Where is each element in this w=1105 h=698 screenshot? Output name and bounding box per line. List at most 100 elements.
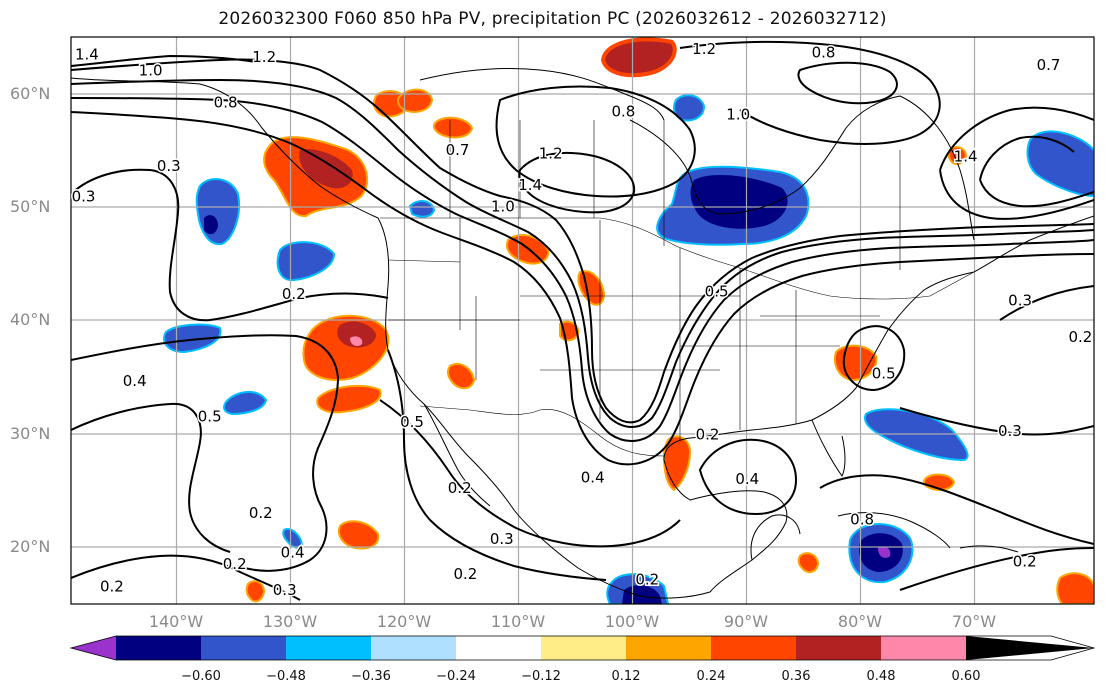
pv-contour-far-north	[797, 61, 898, 105]
precip-blob-montana	[408, 200, 436, 218]
precip-blob-alberta	[432, 116, 474, 139]
lat-label-40n: 40°N	[10, 310, 51, 329]
contour-label: 0.3	[157, 157, 181, 175]
precip-blob-arizona	[446, 362, 476, 390]
coastline-arctic	[419, 67, 665, 121]
contour-label: 0.8	[812, 43, 836, 61]
colorbar-tick-label: −0.36	[351, 669, 391, 684]
pv-contour-greenland	[939, 106, 1094, 220]
contour-label: 0.7	[446, 141, 470, 159]
colorbar-extend-min	[71, 636, 116, 660]
pv-contour-mexico	[379, 399, 681, 548]
pv-contour-southern-pacific	[71, 554, 301, 601]
contour-label: 1.0	[139, 62, 163, 80]
contour-label: 1.4	[518, 176, 542, 194]
coastlines	[71, 67, 1094, 599]
precip-peak-california	[350, 336, 363, 346]
precip-blob-greenland-sea	[1026, 130, 1094, 198]
contour-label: 0.4	[123, 372, 147, 390]
pv-contour-hudson-2	[518, 151, 636, 214]
contour-label: 0.2	[635, 571, 659, 589]
contour-label: 1.2	[252, 48, 276, 66]
pv-contour-atlantic-north	[999, 285, 1094, 321]
coastline-yucatan	[750, 514, 801, 561]
pv-contour-2	[71, 78, 1094, 428]
pv-contour-canadian-west	[71, 54, 257, 67]
colorbar	[69, 635, 1096, 661]
coastline-alaska-bc	[71, 77, 711, 599]
colorbar-bin-7	[626, 636, 711, 660]
coastline-hudson-bay	[629, 95, 901, 215]
pv-contour-gulf	[698, 438, 798, 516]
contour-label: 0.2	[1068, 328, 1092, 346]
colorbar-tick-label: 0.12	[611, 669, 641, 684]
lat-label-30n: 30°N	[10, 424, 51, 443]
lon-label-120w: 120°W	[376, 612, 432, 631]
colorbar-bin-5	[456, 636, 541, 660]
pv-contours	[71, 40, 1094, 601]
lon-label-100w: 100°W	[604, 612, 660, 631]
contour-label: 0.3	[998, 422, 1022, 440]
precip-blob-ne-pacific	[276, 241, 336, 282]
contour-label: 1.0	[726, 106, 750, 124]
map-title: 2026032300 F060 850 hPa PV, precipitatio…	[218, 9, 887, 29]
precip-core-california	[337, 321, 376, 348]
contour-label: 1.0	[491, 198, 515, 216]
colorbar-bin-2	[201, 636, 286, 660]
pv-contour-north-pacific	[71, 168, 389, 322]
pv-contour-subtropical-pacific	[71, 334, 340, 572]
contour-label: 1.2	[692, 40, 716, 58]
border-us-mexico	[419, 405, 665, 457]
colorbar-outline	[69, 635, 1096, 661]
contour-label: 0.2	[696, 426, 720, 444]
precip-blob-central-america	[797, 552, 820, 574]
lon-label-130w: 130°W	[262, 612, 318, 631]
coastline-cuba	[837, 512, 951, 549]
colorbar-tick-label: 0.36	[781, 669, 811, 684]
contour-label: 0.3	[72, 187, 96, 205]
map-frame	[70, 36, 1095, 605]
lat-label-50n: 50°N	[10, 197, 51, 216]
colorbar-tick-label: −0.60	[181, 669, 221, 684]
coastline-hispaniola	[959, 545, 1019, 553]
precip-blob-alaska-north	[600, 37, 677, 78]
pv-contour-southwest	[387, 349, 607, 581]
contour-label: 0.4	[735, 470, 759, 488]
contour-label: 0.4	[281, 544, 305, 562]
contour-label: 0.2	[100, 578, 124, 596]
contour-label: 0.8	[214, 93, 238, 111]
contour-label: 0.2	[249, 504, 273, 522]
colorbar-bin-9	[796, 636, 881, 660]
lat-label-20n: 20°N	[10, 537, 51, 556]
contour-label: 0.5	[400, 413, 424, 431]
precip-core-pacific-nw	[299, 149, 353, 189]
colorbar-bin-10	[881, 636, 966, 660]
contour-label: 0.5	[872, 364, 896, 382]
pv-contour-1	[71, 58, 1094, 424]
colorbar-extend-max	[966, 636, 1094, 660]
colorbar-tick-label: 0.48	[866, 669, 896, 684]
lon-label-90w: 90°W	[723, 612, 769, 631]
coastline-labrador	[899, 95, 975, 241]
contour-label: 0.5	[705, 283, 729, 301]
precip-negative-anomalies	[163, 94, 1094, 604]
precip-blob-labrador	[947, 146, 968, 165]
colorbar-tick-label: −0.12	[521, 669, 561, 684]
lat-label-60n: 60°N	[10, 84, 51, 103]
precip-blob-sw-pacific	[245, 580, 266, 603]
contour-label: 1.4	[75, 46, 99, 64]
lon-label-80w: 80°W	[837, 612, 883, 631]
map-area	[71, 37, 1094, 604]
contour-label: 1.2	[539, 144, 563, 162]
contour-labels: 1.41.01.20.80.30.30.7 1.21.41.00.81.2 0.80…	[71, 39, 1094, 601]
contour-label: 0.3	[1008, 292, 1032, 310]
coastline-baja	[423, 403, 491, 507]
precip-core-gulf-of-alaska	[204, 215, 218, 235]
colorbar-tick-label: −0.48	[266, 669, 306, 684]
precip-blob-east-pacific	[338, 520, 380, 550]
contour-label: 0.2	[1013, 553, 1037, 571]
contour-label: 0.8	[850, 511, 874, 529]
pv-contour-4	[71, 111, 1094, 466]
precip-positive-anomalies	[245, 37, 1094, 604]
coastline-gulf-of-mexico	[663, 271, 975, 593]
